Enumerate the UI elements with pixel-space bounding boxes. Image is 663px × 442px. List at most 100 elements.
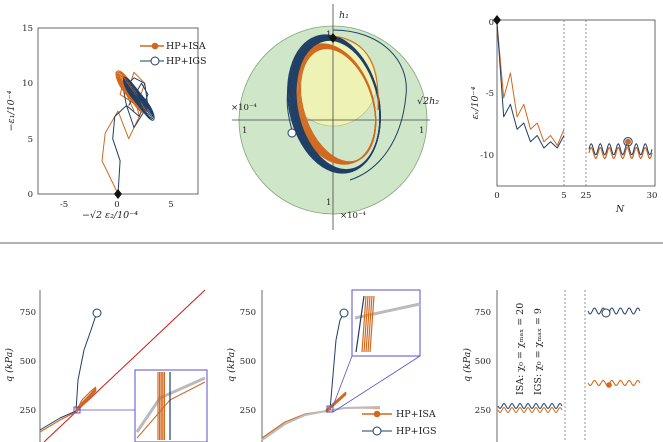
y-tick-label: 0 [28,190,33,200]
marker-isa [625,138,631,145]
path-igs [39,312,98,431]
scale-note: ×10⁻⁴ [231,103,257,113]
y-tick-label: 500 [20,357,36,367]
stress-path-series [39,308,102,433]
y-tick-label: 250 [240,406,256,416]
zoom-connector [332,355,353,407]
y-tick-label: 5 [28,135,33,145]
path-isa [332,35,379,111]
strain-path-series [101,70,155,199]
panel-stress-path-a: 750 500 250 q (kPa) [4,289,208,442]
series-line-igs [496,22,565,149]
inset-series [135,372,206,440]
y-tick-label: 500 [475,357,491,367]
inset-ratchet-isa [363,295,369,353]
x-tick-label: 25 [581,191,592,201]
stress-path-series [497,307,641,413]
legend: HP+ISA HP+IGS [362,409,437,437]
series-line-isa [496,22,565,146]
loop-igs [138,96,155,121]
y-tick-label: 750 [20,308,36,318]
zoom-box [326,405,334,413]
zoom-connector [332,355,421,413]
y-axis-label: εᵥ/10⁻⁴ [470,86,481,119]
x-tick-label: 1 [419,126,424,136]
y-tick-label: 1 [326,198,331,208]
ratchet-isa [75,390,97,413]
legend-marker-isa [151,42,159,50]
inset-ratchet-isa [369,295,375,353]
early-igs [497,403,563,409]
panel-volumetric-strain: 0 -5 -10 0 5 25 30 N εᵥ/10⁻⁴ [470,15,657,215]
inset-ratchet-isa [367,295,373,353]
early-isa [497,407,563,413]
y-tick-label: -10 [480,151,494,161]
marker-igs [623,137,633,147]
x-tick-label: 1 [242,126,247,136]
legend-marker-igs [150,56,160,66]
y-tick-label: 10 [22,79,33,89]
y-tick-label: -5 [486,89,494,99]
late-cycles-isa [588,146,653,160]
legend-label: HP+IGS [166,56,207,67]
marker-igs [287,128,297,138]
axes-box [496,19,656,187]
x-tick-label: 0 [114,200,119,210]
y-tick-label: 750 [240,308,256,318]
legend-label: HP+IGS [396,426,437,437]
stress-path-series [261,308,421,441]
loop-isa [300,48,377,163]
legend-label: HP+ISA [166,41,206,52]
panel-stress-path-c: 750 500 250 q (kPa) ISA: χ₀ = χₘₐₓ = 20 … [462,290,641,442]
path-grey [261,406,381,441]
start-marker [493,15,501,25]
x-axis-label: √2h₂ [417,96,439,107]
late-cycles-igs [588,143,653,156]
marker-igs [92,308,102,318]
y-axis-label: −ε₁/10⁻⁴ [6,90,17,131]
reference-line [43,289,206,442]
x-tick-label: 5 [561,191,566,201]
inset-ratchet-isa [361,295,367,353]
legend-marker-isa [373,410,381,418]
ratchet-isa [325,393,347,413]
inset-series [354,295,421,353]
volumetric-strain-series [493,15,653,160]
panel-stress-path-b: 750 500 250 q (kPa) HP+ISA HP+IGS [226,289,437,442]
y-tick-label: 250 [20,406,36,416]
start-marker [114,189,122,199]
y-axis-label: q (kPa) [226,348,237,382]
y-tick-label: 1 [326,30,331,40]
stress-path-series [286,29,407,181]
x-axis-label: N [615,204,625,215]
y-tick-label: 0 [489,18,494,28]
y-tick-label: 250 [475,406,491,416]
y-tick-label: 750 [475,308,491,318]
inset-igs [355,295,365,353]
y-axis-label: q (kPa) [462,348,473,382]
annotation-isa: ISA: χ₀ = χₘₐₓ = 20 [515,303,526,395]
late-isa [587,380,641,386]
marker-igs [601,308,611,318]
y-tick-label: 15 [22,24,33,34]
legend: HP+ISA HP+IGS [140,41,207,67]
x-tick-label: 0 [494,191,499,201]
path-igs [286,35,334,131]
y-tick-label: 500 [240,357,256,367]
y-axis-label: q (kPa) [4,348,15,382]
panel-stress-space: h₁ √2h₂ ×10⁻⁴ ×10⁻⁴ 1 1 1 1 [231,4,439,230]
late-igs [587,307,641,315]
annotation-igs: IGS: χ₀ = χₘₐₓ = 9 [533,308,544,395]
loop-igs [295,39,381,171]
x-tick-label: -5 [60,200,68,210]
panel-strain-path: -5 0 5 0 5 10 15 −√2 ε₂/10⁻⁴ −ε₁/10⁻⁴ HP… [6,24,207,221]
x-tick-label: 5 [168,200,173,210]
inset-ratchet-isa [365,295,371,353]
scale-note: ×10⁻⁴ [340,211,366,221]
x-tick-label: 30 [647,191,658,201]
x-axis-label: −√2 ε₂/10⁻⁴ [82,210,138,221]
legend-label: HP+ISA [396,409,436,420]
marker-isa [606,382,612,388]
legend-marker-igs [372,426,382,436]
